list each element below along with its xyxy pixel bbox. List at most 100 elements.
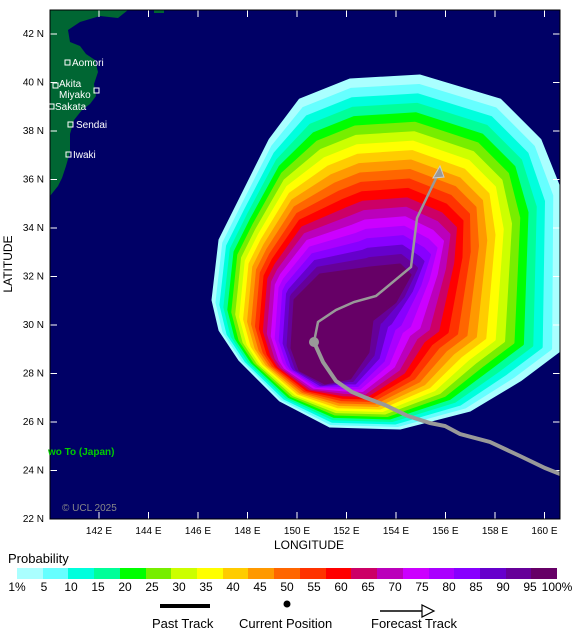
past-track-label: Past Track (152, 616, 214, 631)
legend-swatch (68, 568, 95, 579)
legend-label: 5 (40, 580, 48, 594)
lon-tick-label: 152 E (333, 526, 359, 537)
x-axis-title: LONGITUDE (274, 538, 344, 552)
city-label-miyako: Miyako (59, 90, 91, 101)
lat-tick-label: 26 N (23, 417, 44, 428)
lat-tick-label: 34 N (23, 223, 44, 234)
legend-swatch (17, 568, 43, 579)
current-position-marker (309, 337, 319, 347)
probability-swath (211, 74, 560, 430)
lon-tick-label: 160 E (531, 526, 557, 537)
forecast-track-key-arrow (380, 604, 436, 618)
legend-swatch (171, 568, 198, 579)
legend-swatch (377, 568, 403, 579)
legend-label: 10 (64, 580, 78, 594)
lat-tick-label: 36 N (23, 175, 44, 186)
legend-label: 40 (226, 580, 240, 594)
legend-label: 70 (388, 580, 402, 594)
forecast-arrow-head (432, 164, 445, 179)
lat-tick-label: 22 N (23, 514, 44, 525)
legend-swatch (42, 568, 69, 579)
city-label-sendai: Sendai (76, 120, 107, 131)
lat-tick-label: 42 N (23, 29, 44, 40)
lat-tick-label: 24 N (23, 466, 44, 477)
legend-labels: 1% 5 10 15 20 25 30 35 40 45 50 55 60 65 70 75 80 85 90 95 1… (0, 580, 580, 596)
axis-tick-labels: 142 E 144 E 146 E 148 E 150 E 152 E 154 E 156 E… (23, 29, 558, 537)
legend-label: 85 (469, 580, 483, 594)
past-track (312, 340, 560, 476)
strike-probability-map: Aomori Akita Miyako Sakata Sendai Iwaki … (1, 9, 561, 552)
forecast-track-label: Forecast Track (371, 616, 457, 631)
legend-label: 30 (172, 580, 186, 594)
map-frame (49, 9, 561, 520)
lon-tick-label: 144 E (135, 526, 161, 537)
city-label-sakata: Sakata (55, 102, 87, 113)
legend-label: 90 (496, 580, 510, 594)
legend-swatch (222, 568, 249, 579)
y-axis-title: LATITUDE (1, 235, 15, 292)
legend-swatch (402, 568, 429, 579)
current-position-label: Current Position (239, 616, 333, 631)
city-label-iwaki: Iwaki (73, 150, 96, 161)
lon-tick-label: 146 E (185, 526, 211, 537)
legend-label: 20 (118, 580, 132, 594)
city-label-akita: Akita (59, 79, 82, 90)
legend-swatch (325, 568, 352, 579)
legend-label: 80 (442, 580, 456, 594)
legend-swatch (119, 568, 146, 579)
city-marker-sendai (67, 121, 74, 128)
lon-tick-label: 142 E (86, 526, 112, 537)
legend-swatch (351, 568, 378, 579)
lon-tick-label: 158 E (482, 526, 508, 537)
island-label: wo To (Japan) (47, 447, 114, 458)
lat-tick-label: 40 N (23, 78, 44, 89)
city-marker-sakata (48, 103, 55, 110)
city-markers: Aomori Akita Miyako Sakata Sendai Iwaki (48, 58, 107, 161)
legend-swatch (197, 568, 223, 579)
lon-tick-label: 156 E (432, 526, 458, 537)
legend-label: 65 (361, 580, 375, 594)
legend-swatch (531, 568, 558, 579)
past-track-key-line (160, 604, 210, 608)
city-marker-iwaki (65, 151, 72, 158)
legend-label: 35 (199, 580, 213, 594)
axis-ticks (50, 10, 560, 519)
city-marker-akita (52, 82, 59, 89)
city-marker-aomori (64, 59, 71, 66)
legend-label: 25 (145, 580, 159, 594)
lat-tick-label: 38 N (23, 126, 44, 137)
lat-tick-label: 30 N (23, 320, 44, 331)
current-position-key-dot (283, 600, 291, 608)
lon-tick-label: 148 E (234, 526, 260, 537)
legend-swatch (479, 568, 506, 579)
legend-label: 50 (280, 580, 294, 594)
legend-label: 60 (334, 580, 348, 594)
legend-swatch (274, 568, 300, 579)
hokkaido-tip (60, 10, 100, 22)
japan-landmass (50, 10, 128, 196)
legend-swatch (94, 568, 120, 579)
probability-contour (290, 263, 412, 385)
city-label-aomori: Aomori (72, 58, 104, 69)
lat-tick-label: 28 N (23, 369, 44, 380)
legend-label: 95 (523, 580, 537, 594)
copyright-label: © UCL 2025 (62, 503, 117, 514)
forecast-track (312, 169, 442, 343)
small-island (154, 10, 164, 13)
legend-color-bar (17, 568, 558, 579)
legend-swatch (145, 568, 172, 579)
legend-label: 45 (253, 580, 267, 594)
lon-tick-label: 154 E (383, 526, 409, 537)
city-marker-miyako (93, 87, 100, 94)
current-position-key: Current Position (238, 597, 348, 637)
legend-label: 1% (8, 580, 26, 594)
legend-label: 55 (307, 580, 321, 594)
legend-label: 100% (541, 580, 573, 594)
legend-swatch (299, 568, 326, 579)
legend-swatch (505, 568, 532, 579)
past-track-key: Past Track (150, 597, 230, 637)
legend-label: 15 (91, 580, 105, 594)
legend-swatch (248, 568, 275, 579)
forecast-track-key: Forecast Track (370, 597, 470, 637)
legend-label: 75 (415, 580, 429, 594)
